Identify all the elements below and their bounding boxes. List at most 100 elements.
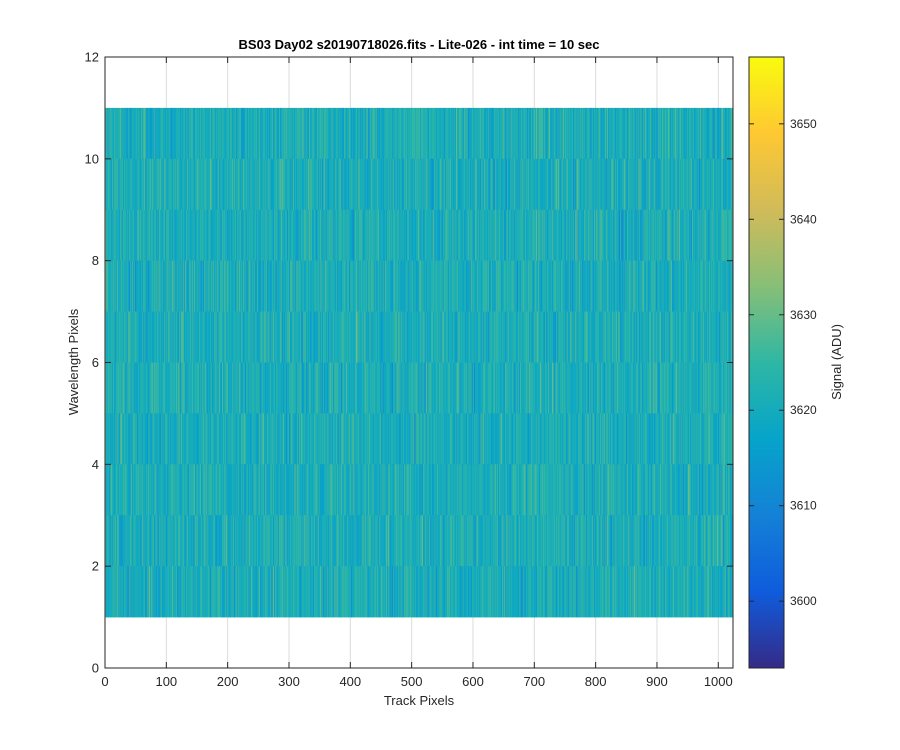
heatmap-cell — [717, 158, 719, 211]
heatmap-cell — [298, 107, 299, 160]
heatmap-cell — [460, 107, 462, 160]
heatmap-cell — [324, 158, 326, 211]
heatmap-cell — [353, 158, 355, 211]
heatmap-cell — [110, 107, 112, 160]
heatmap-cell — [157, 107, 159, 160]
heatmap-cell — [384, 209, 386, 261]
heatmap-cell — [129, 260, 131, 312]
heatmap-cell — [527, 311, 529, 363]
heatmap-cell — [298, 158, 300, 211]
heatmap-cell — [414, 260, 416, 312]
heatmap-cell — [442, 158, 444, 211]
heatmap-cell — [215, 311, 217, 363]
heatmap-cell — [536, 158, 538, 211]
heatmap-cell — [666, 209, 668, 261]
heatmap-cell — [544, 209, 546, 261]
heatmap-cell — [337, 158, 339, 211]
heatmap-cell — [688, 107, 690, 160]
heatmap-cell — [473, 209, 475, 261]
heatmap-cell — [669, 158, 671, 211]
heatmap-cell — [563, 260, 565, 312]
heatmap-cell — [200, 158, 202, 211]
heatmap-cell — [391, 260, 393, 312]
heatmap-cell — [709, 260, 711, 312]
heatmap-cell — [471, 158, 473, 211]
heatmap-cell — [171, 107, 173, 160]
heatmap-cell — [636, 107, 638, 160]
heatmap-cell — [257, 209, 259, 261]
heatmap-cell — [430, 107, 432, 160]
heatmap-cell — [524, 311, 526, 363]
heatmap-cell — [139, 209, 141, 261]
heatmap-cell — [603, 311, 605, 363]
heatmap-cell — [395, 260, 397, 312]
heatmap-cell — [299, 107, 301, 160]
heatmap-cell — [350, 107, 352, 160]
heatmap-cell — [133, 260, 135, 312]
heatmap-cell — [513, 158, 515, 211]
heatmap-cell — [707, 260, 709, 312]
heatmap-cell — [596, 260, 598, 312]
heatmap-cell — [347, 209, 348, 261]
heatmap-cell — [337, 311, 339, 363]
heatmap-cell — [255, 260, 257, 312]
heatmap-cell — [271, 158, 272, 211]
heatmap-cell — [151, 107, 153, 160]
heatmap-cell — [391, 158, 393, 211]
heatmap-cell — [468, 158, 470, 211]
heatmap-cell — [642, 260, 644, 312]
heatmap-cell — [299, 311, 301, 363]
heatmap-cell — [307, 158, 309, 211]
heatmap-cell — [158, 260, 160, 312]
heatmap-cell — [416, 158, 418, 211]
heatmap-cell — [265, 260, 267, 312]
heatmap-cell — [730, 209, 732, 261]
heatmap-cell — [453, 107, 454, 160]
heatmap-cell — [125, 311, 127, 363]
heatmap-cell — [660, 158, 662, 211]
heatmap-cell — [310, 158, 312, 211]
heatmap-cell — [264, 311, 266, 363]
heatmap-cell — [456, 260, 458, 312]
heatmap-cell — [365, 158, 367, 211]
heatmap-cell — [601, 311, 603, 363]
heatmap-cell — [559, 209, 560, 261]
heatmap-cell — [396, 158, 397, 211]
heatmap-cell — [252, 158, 254, 211]
heatmap-cell — [441, 260, 443, 312]
heatmap-cell — [241, 260, 243, 312]
heatmap-cell — [413, 158, 415, 211]
heatmap-cell — [412, 209, 414, 261]
heatmap-cell — [337, 311, 339, 363]
heatmap-cell — [450, 158, 452, 211]
heatmap-cell — [154, 311, 156, 363]
heatmap-cell — [182, 260, 184, 312]
heatmap-cell — [712, 158, 714, 211]
heatmap-cell — [206, 311, 208, 363]
heatmap-cell — [275, 107, 277, 160]
heatmap-cell — [597, 107, 599, 160]
heatmap-cell — [219, 311, 221, 363]
heatmap-cell — [274, 107, 276, 160]
heatmap-cell — [638, 260, 640, 312]
heatmap-cell — [717, 209, 719, 261]
heatmap-cell — [160, 158, 162, 211]
heatmap-cell — [192, 209, 194, 261]
heatmap-cell — [617, 209, 619, 261]
heatmap-cell — [291, 209, 293, 261]
heatmap-cell — [634, 311, 636, 363]
heatmap-cell — [298, 260, 300, 312]
heatmap-cell — [661, 260, 663, 312]
heatmap-cell — [726, 158, 728, 211]
heatmap-cell — [578, 311, 580, 363]
heatmap-cell — [609, 158, 611, 211]
heatmap-cell — [379, 209, 381, 261]
heatmap-cell — [408, 158, 410, 211]
heatmap-cell — [117, 107, 119, 160]
heatmap-cell — [294, 311, 296, 363]
heatmap-cell — [446, 209, 448, 261]
heatmap-cell — [128, 209, 130, 261]
heatmap-cell — [508, 158, 510, 211]
heatmap-cell — [456, 107, 458, 160]
heatmap-cell — [250, 209, 252, 261]
